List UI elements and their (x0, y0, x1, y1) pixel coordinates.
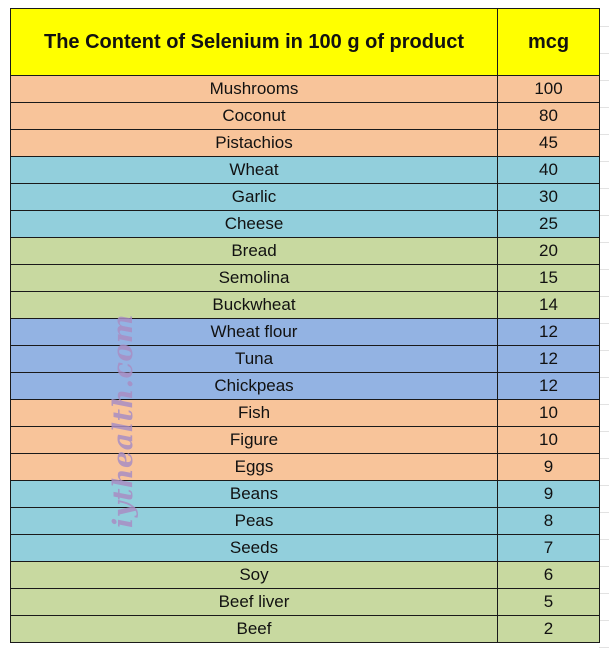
table-row: Eggs 9 (10, 453, 600, 481)
product-cell: Cheese (10, 210, 498, 238)
product-cell: Tuna (10, 345, 498, 373)
mcg-value-cell: 9 (497, 480, 600, 508)
table-row: Mushrooms 100 (10, 75, 600, 103)
product-cell: Pistachios (10, 129, 498, 157)
mcg-value-cell: 14 (497, 291, 600, 319)
product-cell: Seeds (10, 534, 498, 562)
mcg-value-cell: 20 (497, 237, 600, 265)
mcg-value-cell: 12 (497, 318, 600, 346)
table-row: Buckwheat 14 (10, 291, 600, 319)
mcg-value-cell: 45 (497, 129, 600, 157)
selenium-content-table: The Content of Selenium in 100 g of prod… (10, 8, 600, 643)
product-cell: Beef (10, 615, 498, 643)
mcg-value-cell: 10 (497, 426, 600, 454)
mcg-value-cell: 40 (497, 156, 600, 184)
table-body: Mushrooms 100 Coconut 80 Pistachios 45 Wheat 40… (10, 75, 600, 643)
table-row: Wheat 40 (10, 156, 600, 184)
table-row: Semolina 15 (10, 264, 600, 292)
table-row: Fish 10 (10, 399, 600, 427)
table-row: Wheat flour 12 (10, 318, 600, 346)
mcg-value-cell: 9 (497, 453, 600, 481)
product-cell: Garlic (10, 183, 498, 211)
table-row: Soy 6 (10, 561, 600, 589)
table-row: Garlic 30 (10, 183, 600, 211)
product-cell: Figure (10, 426, 498, 454)
mcg-value-cell: 12 (497, 372, 600, 400)
table-header-row: The Content of Selenium in 100 g of prod… (10, 8, 600, 76)
mcg-value-cell: 5 (497, 588, 600, 616)
table-row: Seeds 7 (10, 534, 600, 562)
mcg-value-cell: 15 (497, 264, 600, 292)
mcg-column-header: mcg (497, 8, 600, 76)
product-cell: Semolina (10, 264, 498, 292)
table-row: Tuna 12 (10, 345, 600, 373)
product-column-header: The Content of Selenium in 100 g of prod… (10, 8, 498, 76)
product-cell: Eggs (10, 453, 498, 481)
product-cell: Buckwheat (10, 291, 498, 319)
spreadsheet-gridlines (599, 0, 609, 652)
product-cell: Wheat flour (10, 318, 498, 346)
product-cell: Fish (10, 399, 498, 427)
table-row: Beans 9 (10, 480, 600, 508)
product-cell: Beans (10, 480, 498, 508)
mcg-value-cell: 6 (497, 561, 600, 589)
product-cell: Wheat (10, 156, 498, 184)
table-row: Beef liver 5 (10, 588, 600, 616)
table-row: Bread 20 (10, 237, 600, 265)
mcg-value-cell: 80 (497, 102, 600, 130)
mcg-value-cell: 30 (497, 183, 600, 211)
product-cell: Soy (10, 561, 498, 589)
table-row: Figure 10 (10, 426, 600, 454)
mcg-value-cell: 7 (497, 534, 600, 562)
product-cell: Peas (10, 507, 498, 535)
table-row: Pistachios 45 (10, 129, 600, 157)
table-row: Cheese 25 (10, 210, 600, 238)
product-cell: Bread (10, 237, 498, 265)
table-row: Coconut 80 (10, 102, 600, 130)
table-row: Chickpeas 12 (10, 372, 600, 400)
mcg-value-cell: 8 (497, 507, 600, 535)
mcg-value-cell: 25 (497, 210, 600, 238)
product-cell: Beef liver (10, 588, 498, 616)
mcg-value-cell: 100 (497, 75, 600, 103)
product-cell: Mushrooms (10, 75, 498, 103)
table-row: Peas 8 (10, 507, 600, 535)
table-row: Beef 2 (10, 615, 600, 643)
mcg-value-cell: 2 (497, 615, 600, 643)
product-cell: Coconut (10, 102, 498, 130)
mcg-value-cell: 12 (497, 345, 600, 373)
product-cell: Chickpeas (10, 372, 498, 400)
mcg-value-cell: 10 (497, 399, 600, 427)
